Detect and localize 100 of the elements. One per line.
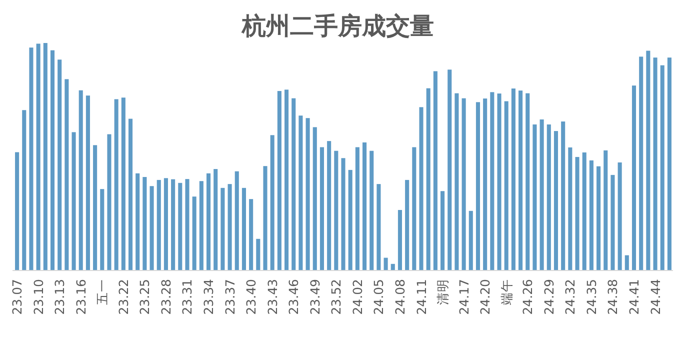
bar — [22, 110, 26, 270]
x-tick-label: 24.38 — [605, 278, 620, 315]
bar — [412, 147, 416, 270]
bar — [575, 156, 580, 270]
bar — [29, 48, 34, 270]
x-tick-label: 23.13 — [52, 279, 68, 315]
bar — [121, 98, 126, 270]
bar — [546, 124, 551, 270]
bar — [568, 147, 572, 270]
bar — [86, 96, 90, 270]
x-tick-label: 23.40 — [244, 278, 259, 315]
bar — [234, 171, 239, 270]
x-tick-label: 五一 — [94, 279, 110, 305]
bar — [249, 199, 254, 270]
bar — [220, 188, 225, 270]
x-tick-label: 24.29 — [541, 278, 556, 315]
bar — [114, 99, 118, 270]
bar — [454, 93, 459, 270]
bar — [298, 116, 303, 270]
bar — [370, 150, 374, 270]
x-tick-label: 23.31 — [180, 279, 195, 315]
bar — [185, 179, 190, 270]
bar — [405, 180, 410, 270]
x-tick-label: 24.32 — [562, 279, 578, 315]
bar — [15, 152, 20, 270]
x-tick-label: 23.49 — [307, 278, 322, 315]
bar — [540, 119, 544, 270]
bar — [504, 101, 508, 270]
bar — [100, 189, 104, 270]
bar — [448, 70, 452, 270]
bar — [610, 174, 615, 270]
bar — [171, 179, 176, 270]
bar — [419, 107, 424, 270]
bar — [398, 210, 402, 270]
bar — [320, 147, 324, 270]
bar — [384, 258, 388, 270]
bar — [468, 210, 473, 270]
bar — [561, 121, 566, 270]
x-tick-label: 24.20 — [478, 278, 493, 315]
bar — [618, 162, 622, 270]
bar — [242, 188, 246, 270]
x-tick-label: 23.52 — [328, 279, 344, 315]
x-tick-label: 24.08 — [392, 278, 408, 315]
x-tick-label: 23.07 — [10, 279, 25, 315]
bar — [341, 158, 346, 270]
bar — [476, 102, 480, 270]
x-tick-label: 清明 — [435, 279, 450, 305]
bar — [390, 264, 395, 270]
x-tick-label: 24.41 — [626, 279, 642, 315]
bar — [483, 98, 488, 270]
bar — [362, 142, 367, 270]
bar — [526, 93, 530, 270]
bar — [554, 131, 558, 270]
bar — [256, 238, 260, 270]
x-tick-label: 端午 — [498, 279, 514, 305]
bar — [263, 166, 268, 270]
bar — [667, 58, 672, 270]
bar — [58, 60, 62, 270]
bar — [511, 88, 516, 270]
bar — [150, 186, 154, 270]
bar — [50, 50, 55, 270]
x-tick-label: 23.34 — [201, 278, 216, 315]
x-tick-label: 24.17 — [456, 279, 472, 315]
bar — [306, 118, 310, 270]
x-tick-label: 24.11 — [414, 279, 429, 315]
x-tick-label: 24.02 — [350, 279, 365, 315]
bar — [348, 170, 352, 270]
bar — [312, 127, 317, 270]
bar — [646, 50, 650, 270]
bar — [128, 118, 133, 270]
bar — [518, 90, 523, 270]
bar — [43, 43, 48, 270]
x-tick-label: 24.35 — [584, 279, 599, 315]
bar — [72, 132, 76, 270]
bar — [107, 134, 112, 270]
bar — [292, 98, 296, 270]
x-tick-label: 23.28 — [158, 278, 174, 315]
bar — [589, 160, 594, 270]
bar — [142, 176, 147, 270]
bar — [36, 44, 40, 270]
x-tick-label: 24.44 — [648, 278, 663, 315]
x-tick-label: 23.43 — [264, 279, 280, 315]
bar — [78, 90, 83, 270]
bar — [462, 98, 466, 270]
bar — [440, 191, 445, 270]
bar — [632, 86, 636, 270]
bar — [214, 169, 218, 270]
bar — [136, 173, 140, 270]
bar — [64, 79, 69, 270]
bar — [497, 94, 502, 270]
x-tick-label: 24.05 — [371, 279, 386, 315]
bar — [178, 182, 182, 270]
x-tick-label: 23.37 — [222, 279, 238, 315]
bar — [490, 92, 494, 270]
bar — [334, 150, 338, 270]
bar — [199, 181, 204, 270]
bar — [93, 145, 98, 270]
bar — [433, 71, 438, 270]
bar — [284, 90, 289, 270]
x-tick-label: 23.16 — [73, 278, 88, 315]
